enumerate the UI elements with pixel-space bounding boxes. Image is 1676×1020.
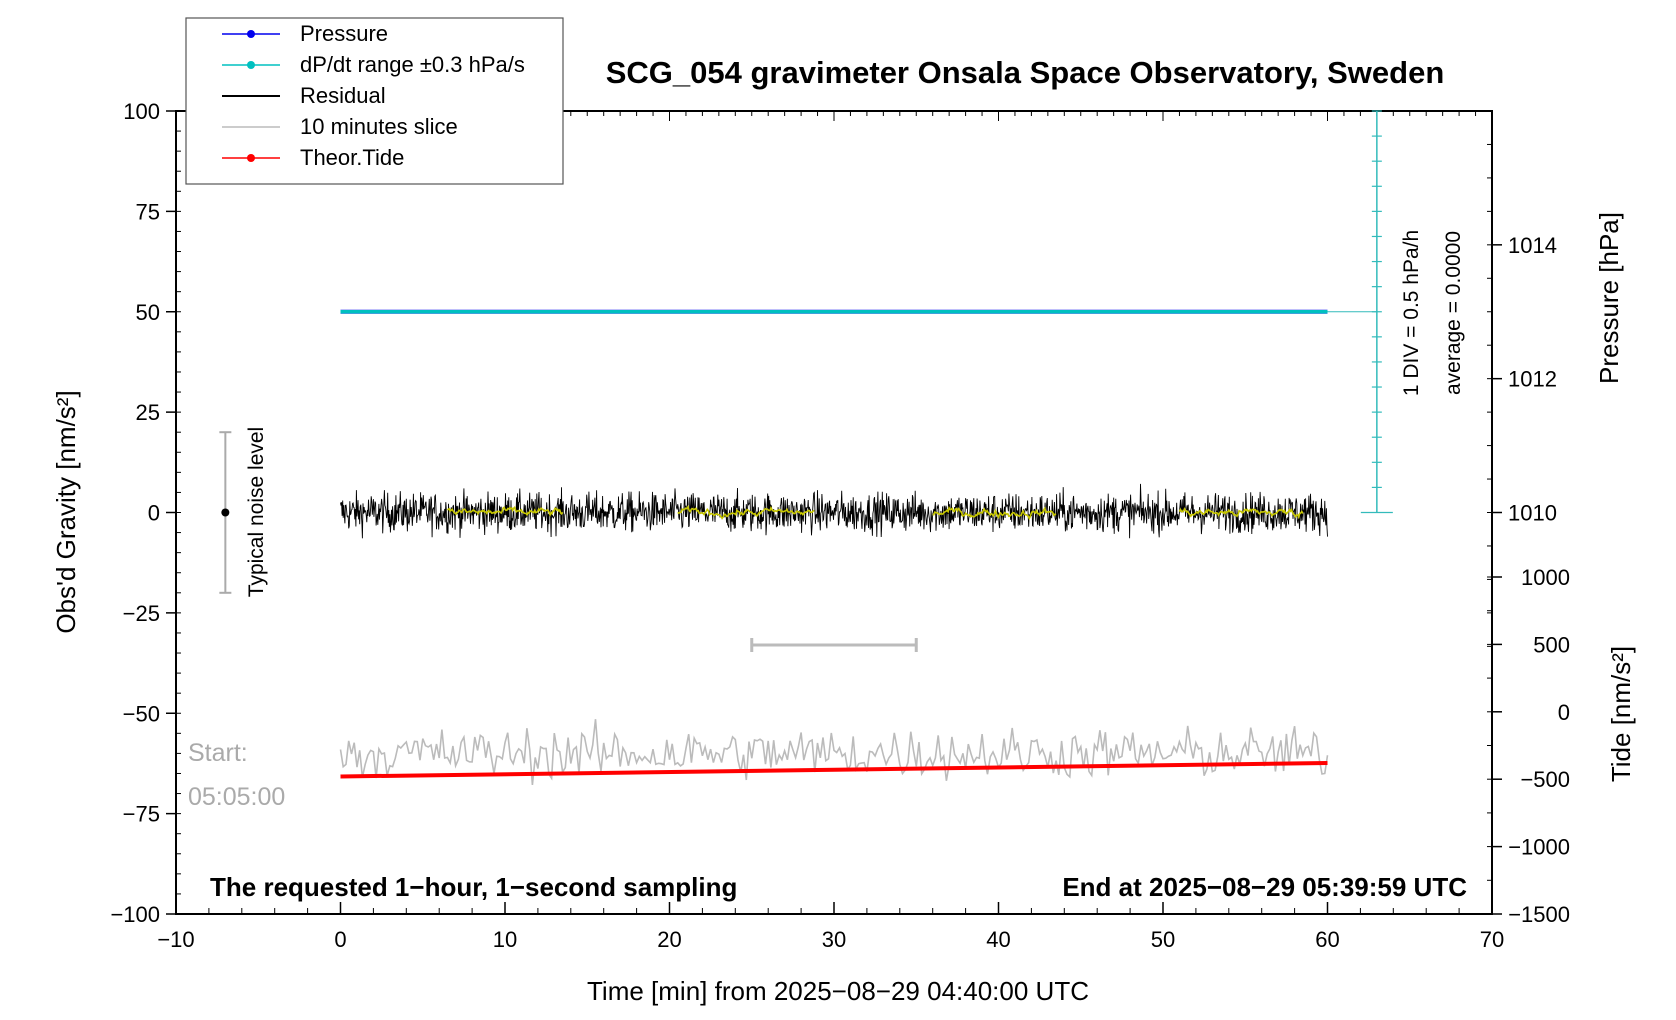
y-tick-label: 0 [148, 501, 160, 526]
footer-left-text: The requested 1−hour, 1−second sampling [210, 872, 737, 902]
x-tick-label: 70 [1480, 927, 1504, 952]
y-tick-label: −50 [123, 701, 160, 726]
x-tick-label: 40 [986, 927, 1010, 952]
x-axis-title: Time [min] from 2025−08−29 04:40:00 UTC [587, 976, 1089, 1006]
chart-title: SCG_054 gravimeter Onsala Space Observat… [606, 55, 1445, 90]
tide-tick-label: −1500 [1508, 902, 1570, 927]
legend-label: Residual [300, 83, 386, 108]
x-tick-label: 60 [1315, 927, 1339, 952]
noise-level-indicator [219, 431, 232, 594]
pressure-tick-label: 1014 [1508, 233, 1557, 258]
legend-label: Theor.Tide [300, 145, 404, 170]
div-average-label: average = 0.0000 [1442, 231, 1465, 395]
residual-smoothed-segment [677, 504, 815, 520]
residual-smoothed-segment [446, 505, 564, 518]
noise-center-dot [221, 508, 230, 517]
y-tick-label: −75 [123, 802, 160, 827]
x-tick-label: 0 [334, 927, 346, 952]
x-tick-label: −10 [157, 927, 194, 952]
noise-level-label: Typical noise level [245, 427, 268, 597]
legend-marker [247, 30, 255, 38]
residual-smoothed-segment [932, 506, 1057, 521]
tide-tick-label: 0 [1558, 700, 1570, 725]
tide-tick-label: −500 [1520, 767, 1570, 792]
y-tick-label: 100 [123, 99, 160, 124]
slice-span-bar [750, 637, 918, 652]
x-tick-label: 10 [493, 927, 517, 952]
tide-tick-label: 500 [1533, 632, 1570, 657]
pressure-tick-label: 1012 [1508, 367, 1557, 392]
y-tick-label: −100 [110, 902, 160, 927]
x-axis-ticks: −10 0 10 20 30 40 50 60 70 [157, 902, 1504, 952]
legend-label: Pressure [300, 21, 388, 46]
y-axis-title-pressure: Pressure [hPa] [1594, 212, 1624, 384]
y-tick-label: 50 [136, 300, 160, 325]
tide-tick-label: −1000 [1508, 835, 1570, 860]
start-time-label: 05:05:00 [188, 783, 285, 811]
y-tick-label: 75 [136, 199, 160, 224]
y-axis-ticks-left: 100 75 50 25 0 −25 −50 −75 −100 [110, 99, 181, 927]
legend-marker [247, 154, 255, 162]
tide-tick-label: 1000 [1521, 565, 1570, 590]
y-axis-title-left: Obs'd Gravity [nm/s²] [51, 390, 81, 633]
div-scale-label: 1 DIV = 0.5 hPa/h [1400, 230, 1423, 396]
x-tick-label: 30 [822, 927, 846, 952]
series-theor-tide [340, 761, 1328, 779]
start-label: Start: [188, 739, 248, 767]
legend: Pressure dP/dt range ±0.3 hPa/s Residual 10… [185, 17, 564, 185]
pressure-tick-label: 1010 [1508, 501, 1557, 526]
series-10min-slice [339, 719, 1329, 785]
x-tick-label: 20 [657, 927, 681, 952]
legend-marker [247, 61, 255, 69]
y-axis-title-tide: Tide [nm/s²] [1606, 646, 1636, 782]
legend-label: dP/dt range ±0.3 hPa/s [300, 52, 525, 77]
residual-smoothed-segment [1178, 507, 1304, 520]
series-residual [340, 483, 1328, 539]
y-tick-label: 25 [136, 400, 160, 425]
series-layer [339, 309, 1377, 785]
footer-right-text: End at 2025−08−29 05:39:59 UTC [1062, 872, 1467, 902]
y-axis-ticks-pressure: 1014 1012 1010 [1487, 110, 1557, 647]
y-axis-ticks-tide: 1000 500 0 −500 −1000 −1500 [1487, 565, 1570, 927]
y-tick-label: −25 [123, 601, 160, 626]
x-tick-label: 50 [1151, 927, 1175, 952]
legend-label: 10 minutes slice [300, 114, 458, 139]
